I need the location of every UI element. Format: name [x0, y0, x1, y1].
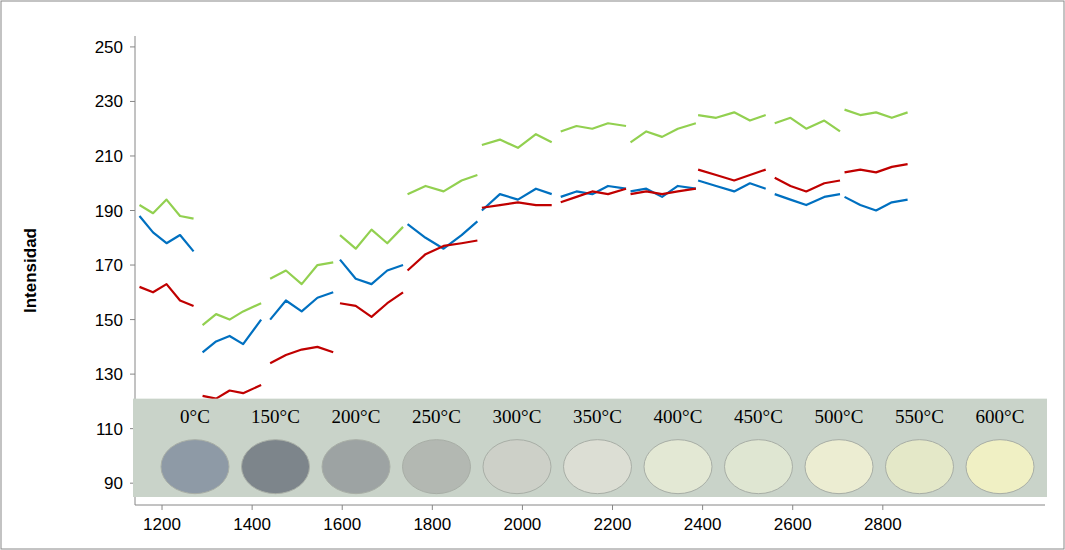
pellet: [805, 440, 873, 494]
pellet: [725, 440, 793, 494]
x-tick-label: 1800: [413, 515, 451, 534]
annotation: 600°C: [976, 406, 1025, 427]
y-tick: [130, 319, 135, 320]
annotation: 350°C: [573, 406, 622, 427]
pellet: [161, 440, 229, 494]
annotation: 0°C: [180, 406, 210, 427]
x-tick-label: 1200: [143, 515, 181, 534]
y-tick-label: 90: [104, 474, 123, 493]
y-tick: [130, 210, 135, 211]
x-tick: [882, 505, 883, 510]
pellet: [564, 440, 632, 494]
y-tick-label: 190: [95, 202, 123, 221]
annotation: 300°C: [493, 406, 542, 427]
pellet: [403, 440, 471, 494]
y-tick: [130, 265, 135, 266]
y-tick-label: 170: [95, 256, 123, 275]
series-line: [140, 164, 908, 399]
y-tick: [130, 374, 135, 375]
y-tick-label: 130: [95, 365, 123, 384]
annotation: 400°C: [654, 406, 703, 427]
x-tick: [702, 505, 703, 510]
y-tick-label: 150: [95, 311, 123, 330]
x-tick: [612, 505, 613, 510]
x-axis: [135, 505, 1045, 506]
x-tick-label: 2200: [594, 515, 632, 534]
x-tick: [252, 505, 253, 510]
y-axis-title: Intensidad: [21, 228, 40, 313]
x-tick-label: 2400: [684, 515, 722, 534]
x-tick: [342, 505, 343, 510]
x-tick-label: 2600: [774, 515, 812, 534]
x-tick-label: 1400: [233, 515, 271, 534]
annotation: 500°C: [815, 406, 864, 427]
annotation: 150°C: [251, 406, 300, 427]
pellet: [483, 440, 551, 494]
pellet: [322, 440, 390, 494]
y-tick: [130, 46, 135, 47]
annotation: 550°C: [895, 406, 944, 427]
y-tick-label: 210: [95, 147, 123, 166]
x-tick: [522, 505, 523, 510]
y-tick: [130, 155, 135, 156]
x-tick-label: 2800: [864, 515, 902, 534]
chart-border: [1, 1, 1064, 549]
series-line: [140, 181, 908, 353]
plot-area: [140, 110, 908, 399]
annotation: 200°C: [332, 406, 381, 427]
y-tick-label: 110: [96, 420, 123, 439]
pellet: [886, 440, 954, 494]
x-tick: [432, 505, 433, 510]
y-tick-label: 230: [95, 92, 123, 111]
x-tick: [792, 505, 793, 510]
y-tick-label: 250: [95, 38, 123, 57]
series-line: [140, 110, 908, 325]
photo-overlay: [133, 399, 1047, 497]
annotation: 250°C: [412, 406, 461, 427]
pellet: [644, 440, 712, 494]
x-tick: [162, 505, 163, 510]
annotation: 450°C: [734, 406, 783, 427]
pellet: [242, 440, 310, 494]
x-tick-label: 2000: [504, 515, 542, 534]
y-tick: [130, 101, 135, 102]
pellet: [966, 440, 1034, 494]
x-tick-label: 1600: [323, 515, 361, 534]
chart: 90 110 130 150 170 190 210 230 250 1200 1400 1600 18…: [0, 0, 1065, 550]
